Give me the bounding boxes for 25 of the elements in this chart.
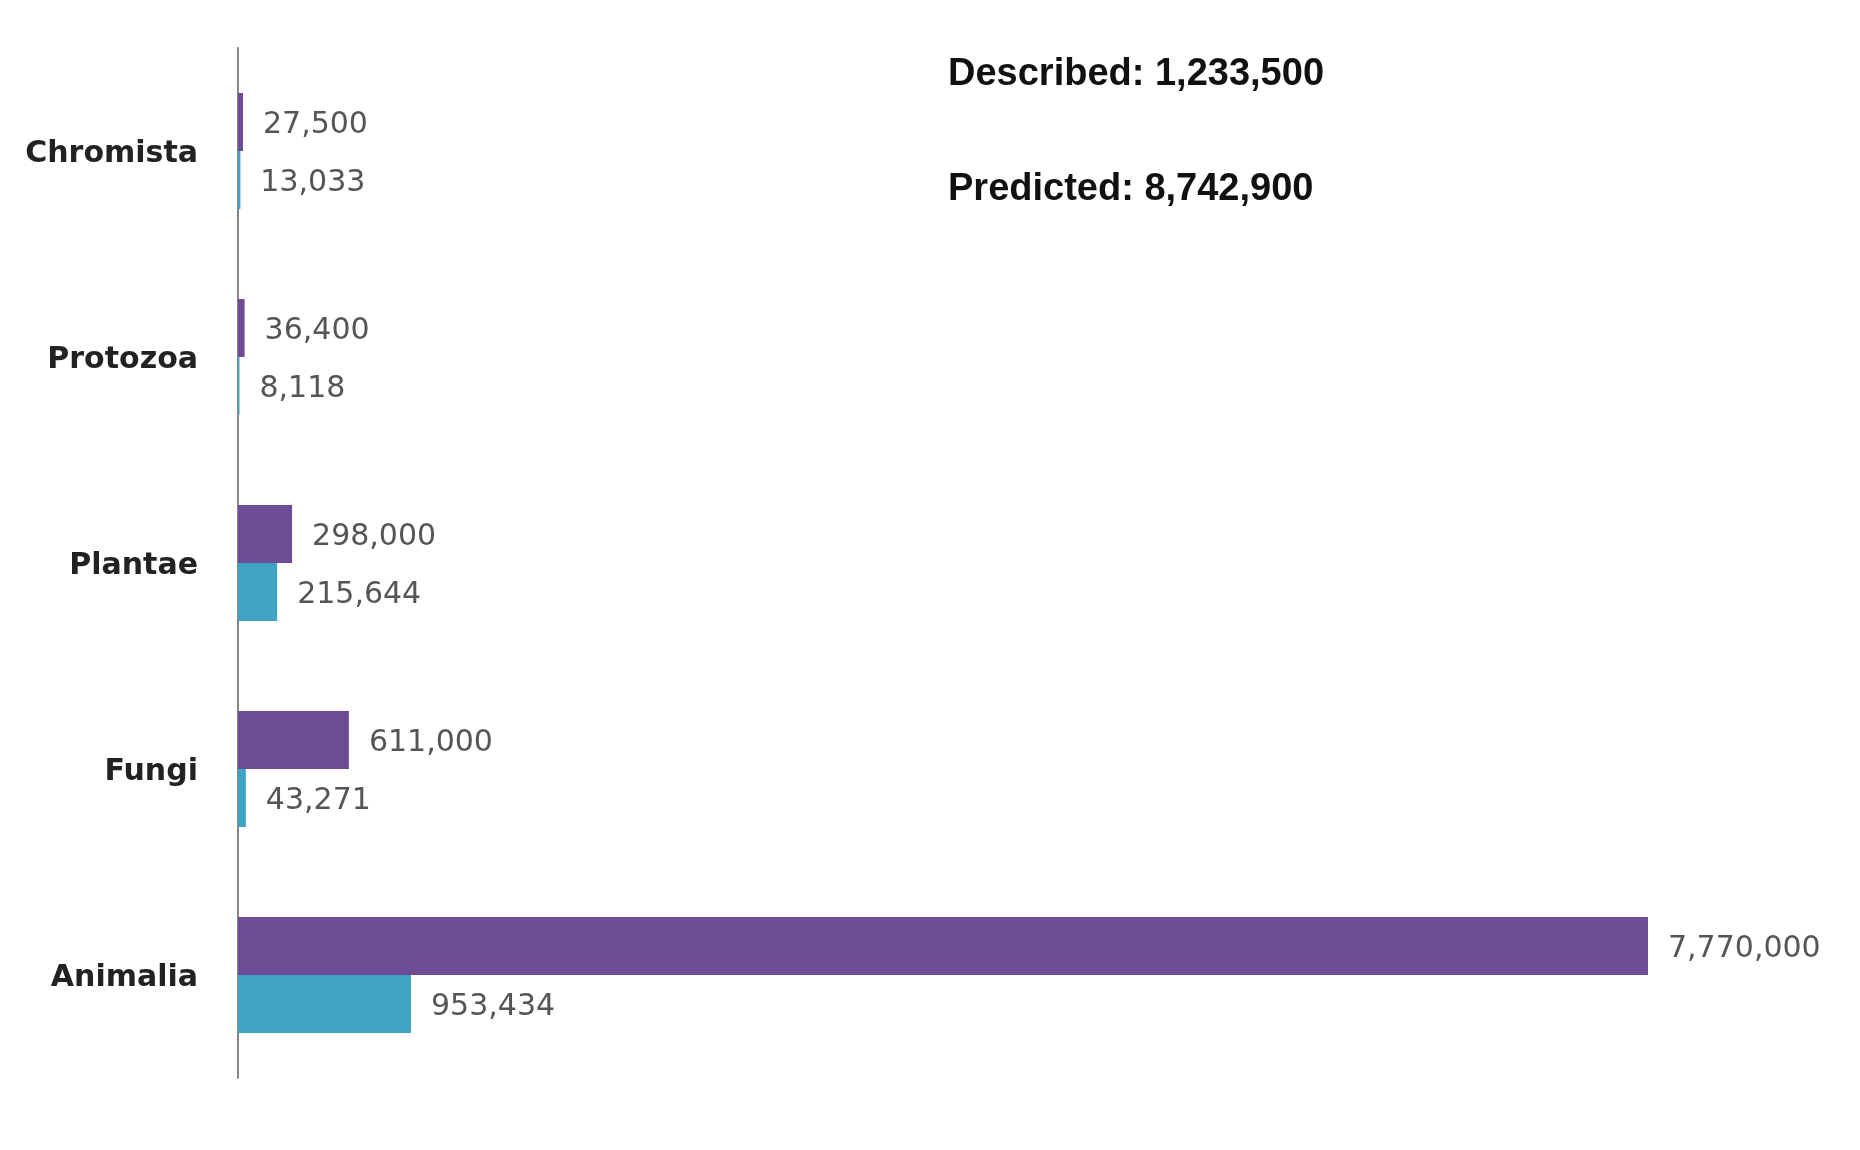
- bar: [238, 93, 243, 151]
- data-label: 611,000: [368, 722, 493, 758]
- data-label: 953,434: [431, 986, 556, 1022]
- annotation: Described: 1,233,500: [948, 51, 1325, 93]
- bar: [238, 917, 1648, 975]
- data-label: 7,770,000: [1668, 928, 1821, 964]
- data-label: 13,033: [260, 162, 366, 198]
- bar: [238, 505, 293, 563]
- y-tick-label: Protozoa: [47, 339, 198, 375]
- bar: [238, 769, 246, 827]
- y-tick-label: Animalia: [50, 957, 198, 993]
- data-label: 27,500: [262, 104, 368, 140]
- bar: [238, 711, 349, 769]
- y-tick-label: Chromista: [25, 133, 198, 169]
- bar: [238, 975, 412, 1033]
- data-label: 36,400: [264, 310, 370, 346]
- data-label: 8,118: [259, 368, 346, 404]
- data-label: 43,271: [265, 780, 371, 816]
- bar: [238, 563, 278, 621]
- data-label: 215,644: [297, 574, 422, 610]
- bar: [238, 299, 245, 357]
- y-tick-label: Fungi: [104, 751, 198, 787]
- y-tick-label: Plantae: [69, 545, 198, 581]
- data-label: 298,000: [312, 516, 437, 552]
- annotation: Predicted: 8,742,900: [948, 166, 1314, 208]
